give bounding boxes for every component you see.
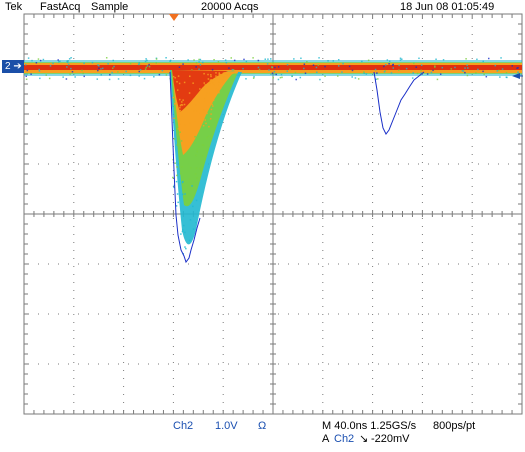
acquisition-mode: FastAcq: [40, 1, 81, 13]
graticule: [23, 13, 523, 415]
brand-label: Tek: [5, 1, 23, 13]
channel-readout[interactable]: Ch2: [173, 420, 194, 432]
pulse-cloud-core: [172, 70, 228, 112]
status-bar: Tek FastAcq Sample 20000 Acqs 18 Jun 08 …: [0, 0, 525, 14]
resolution-readout: 800ps/pt: [433, 420, 476, 432]
timebase-readout[interactable]: M 40.0ns 1.25GS/s: [322, 420, 417, 432]
pulse-envelope-trace: [169, 71, 201, 264]
channel-2-marker[interactable]: 2 ➔: [2, 60, 24, 73]
date-time: 18 Jun 08 01:05:49: [400, 1, 495, 13]
volts-per-div[interactable]: 1.0V: [215, 420, 238, 432]
acquisition-type: Sample: [91, 1, 129, 13]
trigger-slope-icon: ↘: [359, 433, 369, 445]
trigger-channel[interactable]: Ch2: [334, 433, 355, 445]
acquisition-count: 20000 Acqs: [201, 1, 259, 13]
waveform-display: [24, 57, 522, 264]
trigger-prefix: A: [322, 433, 330, 445]
impedance-icon: Ω: [258, 420, 267, 432]
baseline-core: [24, 65, 522, 70]
trigger-level[interactable]: -220mV: [371, 433, 410, 445]
trigger-position-marker[interactable]: [169, 14, 179, 21]
secondary-pulse-trace: [373, 71, 425, 135]
